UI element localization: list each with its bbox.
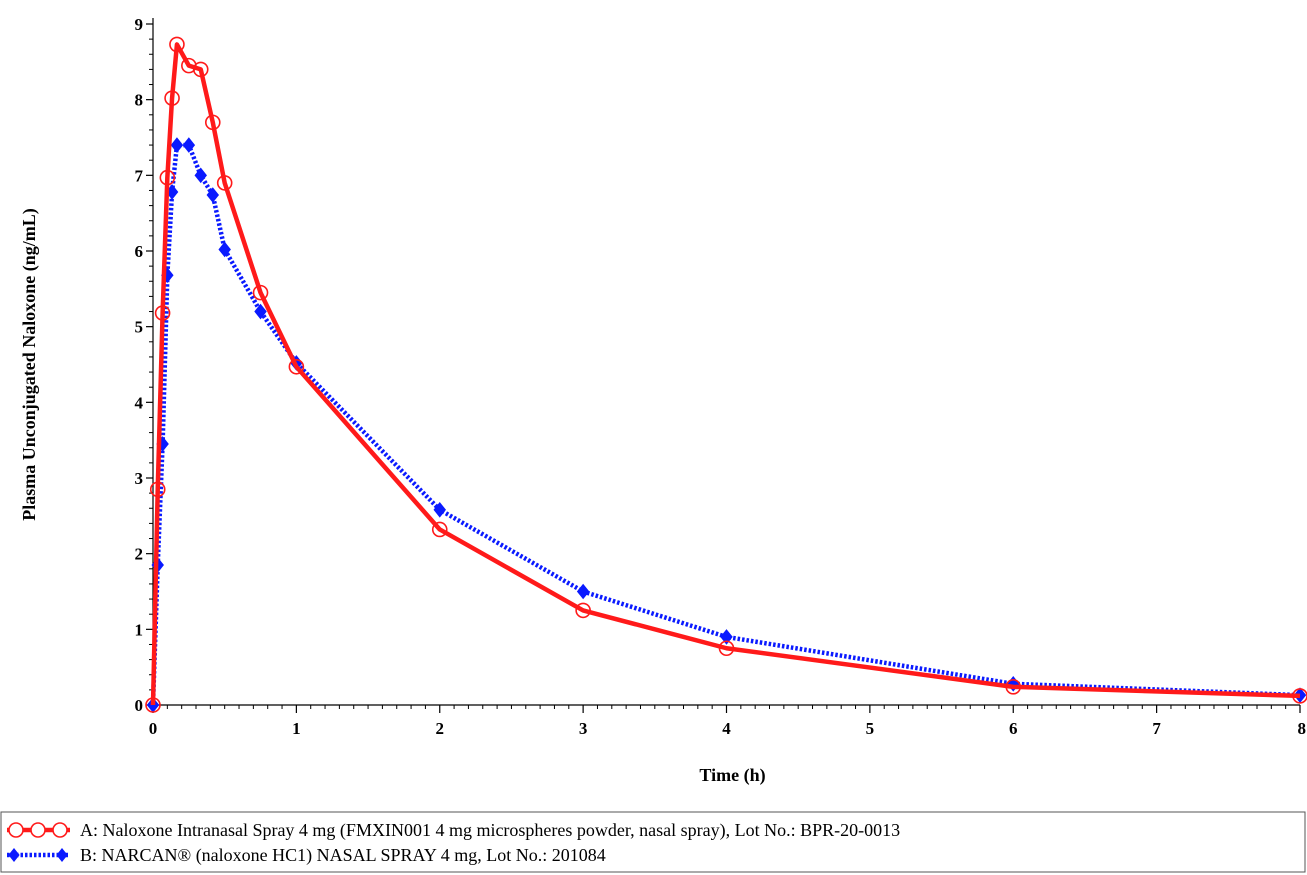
data-point-a [252,284,269,301]
data-point-a [1005,679,1022,695]
y-tick-label: 2 [135,545,144,564]
data-point-b [182,137,196,153]
x-axis: 0 1 2 3 4 5 6 7 8 [149,704,1307,738]
data-point-a [204,114,221,131]
x-tick-label: 3 [579,719,588,738]
y-tick-label: 0 [135,696,144,715]
legend-marker-a [52,822,68,838]
legend-label-a: A: Naloxone Intranasal Spray 4 mg (FMXIN… [80,820,900,841]
x-tick-label: 8 [1298,719,1307,738]
legend-marker-a [30,822,46,838]
data-point-b [576,583,590,600]
data-point-a [431,521,448,538]
series-line-a [150,42,1301,706]
data-point-a [181,57,197,74]
y-tick-label: 3 [135,469,144,488]
y-axis-title: Plasma Unconjugated Naloxone (ng/mL) [19,208,40,521]
data-point-a [159,169,176,186]
x-tick-label: 7 [1152,719,1161,738]
legend-box [0,811,1306,873]
data-point-b [720,629,733,645]
x-tick-label: 6 [1009,719,1018,738]
series-line-b [150,142,1301,706]
data-point-a [192,61,209,78]
data-point-b [254,303,267,320]
y-tick-label: 8 [135,91,144,110]
data-point-b [218,241,231,258]
data-point-a [149,481,166,498]
x-tick-label: 5 [866,719,875,738]
data-point-a [1292,688,1307,704]
x-tick-label: 4 [722,719,731,738]
legend-swatch-a [7,822,70,838]
legend: A: Naloxone Intranasal Spray 4 mg (FMXIN… [0,811,1306,873]
legend-marker-b [56,848,68,862]
data-point-a [718,640,735,657]
legend-marker-b [8,848,20,862]
data-point-a [575,602,591,619]
plot-area [145,36,1307,713]
data-point-b [433,501,446,518]
x-axis-title: Time (h) [699,765,765,786]
data-point-b [170,137,184,153]
data-point-a [145,697,161,713]
y-tick-label: 5 [135,318,144,337]
y-axis: 0 1 2 3 4 5 6 7 8 9 [135,15,154,715]
legend-swatch-b [7,848,70,862]
data-point-a [169,36,185,53]
y-tick-label: 4 [135,393,144,412]
legend-label-b: B: NARCAN® (naloxone HC1) NASAL SPRAY 4 … [80,845,606,866]
x-tick-label: 0 [149,719,158,738]
x-tick-label: 2 [436,719,445,738]
data-point-a [216,175,233,191]
legend-marker-a [8,822,24,838]
data-point-b [206,187,220,203]
data-point-a [164,90,180,106]
data-point-a [154,305,171,321]
y-tick-label: 1 [135,620,144,639]
data-point-a [288,358,305,375]
y-tick-label: 7 [135,166,144,185]
x-tick-label: 1 [292,719,301,738]
y-tick-label: 9 [135,15,144,34]
data-point-b [194,167,207,184]
y-tick-label: 6 [135,242,144,261]
